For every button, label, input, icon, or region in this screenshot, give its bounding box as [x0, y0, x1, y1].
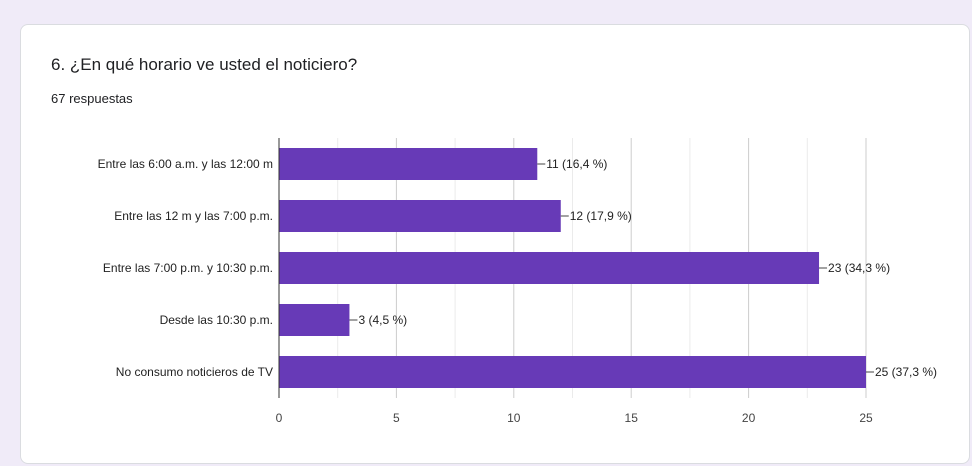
question-card: 6. ¿En qué horario ve usted el noticiero… — [20, 24, 970, 464]
category-label-0: Entre las 6:00 a.m. y las 12:00 m — [98, 157, 273, 171]
bar-2 — [279, 252, 820, 284]
bar-4 — [279, 356, 866, 388]
category-label-4: No consumo noticieros de TV — [116, 365, 273, 379]
category-label-1: Entre las 12 m y las 7:00 p.m. — [114, 209, 273, 223]
category-label-3: Desde las 10:30 p.m. — [160, 313, 273, 327]
bar-1 — [279, 200, 561, 232]
data-label-2: 23 (34,3 %) — [828, 261, 890, 275]
x-tick-label-0: 0 — [276, 411, 283, 425]
category-label-2: Entre las 7:00 p.m. y 10:30 p.m. — [103, 261, 273, 275]
data-label-1: 12 (17,9 %) — [570, 209, 632, 223]
bar-0 — [279, 148, 538, 180]
x-tick-label-4: 20 — [742, 411, 756, 425]
question-title: 6. ¿En qué horario ve usted el noticiero… — [51, 55, 358, 74]
response-count: 67 respuestas — [51, 91, 133, 106]
data-label-3: 3 (4,5 %) — [358, 313, 407, 327]
x-tick-label-5: 25 — [859, 411, 873, 425]
bar-3 — [279, 304, 350, 336]
data-label-4: 25 (37,3 %) — [875, 365, 937, 379]
x-tick-label-1: 5 — [393, 411, 400, 425]
x-tick-label-3: 15 — [625, 411, 639, 425]
x-tick-label-2: 10 — [507, 411, 521, 425]
data-label-0: 11 (16,4 %) — [546, 157, 607, 171]
